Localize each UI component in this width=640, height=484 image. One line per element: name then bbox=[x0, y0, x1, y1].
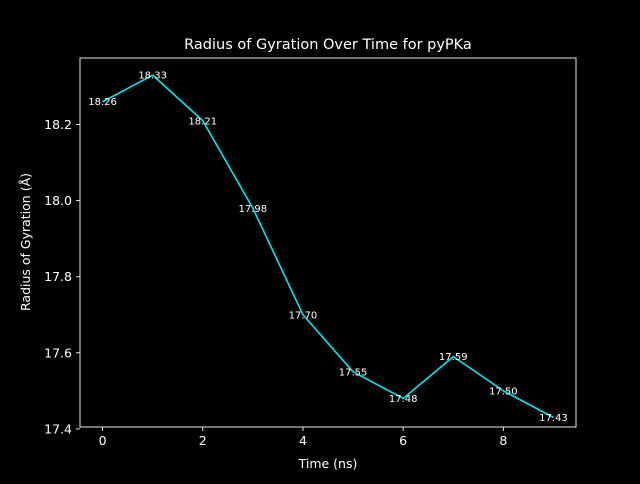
plot-frame bbox=[79, 57, 577, 428]
data-label: 17.48 bbox=[389, 394, 418, 405]
x-tick-label: 2 bbox=[199, 433, 207, 448]
y-tick-label: 17.6 bbox=[44, 345, 72, 360]
x-tick-label: 0 bbox=[99, 433, 107, 448]
y-tick-label: 17.4 bbox=[44, 421, 72, 436]
x-tick-label: 8 bbox=[499, 433, 507, 448]
chart-title: Radius of Gyration Over Time for pyPKa bbox=[184, 37, 472, 53]
y-tick-label: 18.2 bbox=[44, 117, 72, 132]
x-axis-label: Time (ns) bbox=[298, 456, 358, 471]
series-line bbox=[102, 74, 554, 419]
data-label: 17.43 bbox=[539, 413, 568, 424]
data-label: 17.50 bbox=[489, 386, 518, 397]
data-label: 18.21 bbox=[188, 116, 217, 127]
data-label: 17.55 bbox=[339, 367, 368, 378]
y-tick-label: 18.0 bbox=[44, 193, 72, 208]
data-label: 18.33 bbox=[138, 71, 167, 82]
data-label: 17.59 bbox=[439, 352, 468, 363]
data-label: 17.98 bbox=[239, 204, 268, 215]
plot-area: 0 2 4 6 8 17.4 17.6 17.8 18.0 18.2 18.26 18.33 18.21… bbox=[44, 57, 577, 448]
x-tick-label: 6 bbox=[399, 433, 407, 448]
data-label: 18.26 bbox=[88, 97, 117, 108]
y-tick-label: 17.8 bbox=[44, 269, 72, 284]
x-tick-label: 4 bbox=[299, 433, 307, 448]
data-label: 17.70 bbox=[289, 310, 318, 321]
y-axis-label: Radius of Gyration (Å) bbox=[18, 173, 33, 311]
